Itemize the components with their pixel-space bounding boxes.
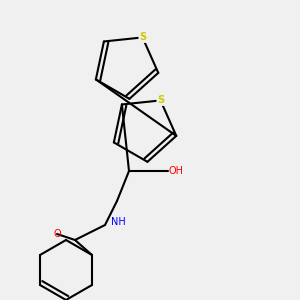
Text: S: S [139, 32, 146, 42]
Text: NH: NH [111, 217, 126, 227]
Text: OH: OH [168, 166, 183, 176]
Text: S: S [157, 95, 164, 105]
Text: O: O [53, 229, 61, 239]
